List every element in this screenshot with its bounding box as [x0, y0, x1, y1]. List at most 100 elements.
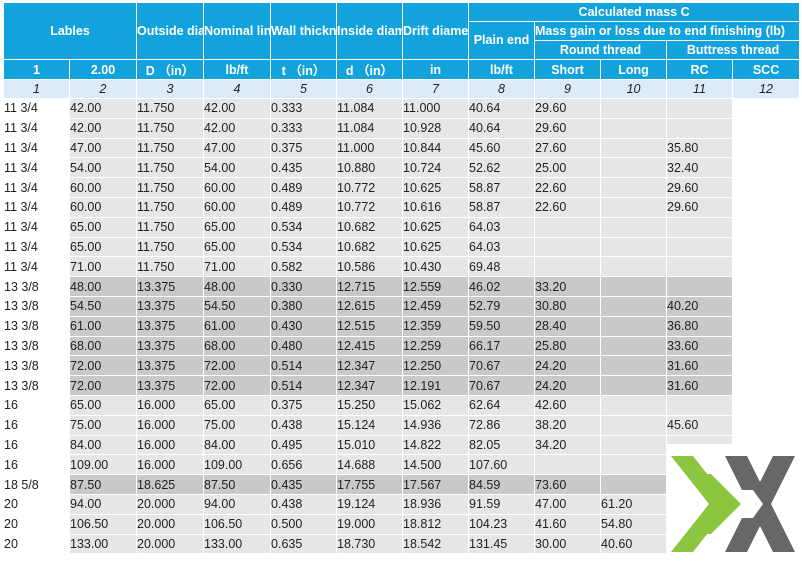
- table-cell: [600, 256, 668, 278]
- table-cell: 24.20: [534, 375, 602, 396]
- table-cell: 20: [3, 533, 70, 555]
- table-cell: 60.00: [203, 196, 272, 218]
- table-cell: [600, 276, 668, 297]
- table-cell: 20: [3, 513, 70, 535]
- table-cell: 16: [3, 454, 70, 476]
- table-cell: [732, 216, 801, 238]
- table-cell: 12.250: [402, 355, 470, 377]
- units-row: 1 2.00 D （in） lb/ft t （in） d （in） in lb/…: [3, 59, 801, 80]
- table-cell: 0.333: [270, 98, 338, 119]
- header-round-thread: Round thread: [534, 40, 668, 60]
- table-cell: 16.000: [136, 394, 205, 416]
- table-cell: [666, 256, 734, 278]
- table-cell: 20: [3, 493, 70, 515]
- header-buttress-thread: Buttress thread: [666, 40, 801, 60]
- table-cell: [666, 276, 734, 297]
- table-cell: 0.489: [270, 177, 338, 198]
- unit-cell: Short: [534, 59, 602, 80]
- table-cell: 68.00: [68, 335, 138, 357]
- table-cell: [534, 256, 602, 278]
- column-number: 3: [136, 79, 205, 99]
- column-number: 2: [68, 79, 138, 99]
- table-cell: [600, 394, 668, 416]
- table-cell: 11 3/4: [3, 256, 70, 278]
- table-cell: 75.00: [68, 414, 138, 436]
- table-cell: [732, 315, 801, 337]
- table-cell: 0.435: [270, 474, 338, 495]
- table-cell: [732, 355, 801, 377]
- table-cell: 13.375: [136, 355, 205, 377]
- table-cell: 25.80: [534, 335, 602, 357]
- table-cell: 13 3/8: [3, 375, 70, 396]
- table-cell: 13.375: [136, 335, 205, 357]
- table-cell: [732, 295, 801, 317]
- table-cell: 82.05: [468, 434, 536, 456]
- table-cell: 11 3/4: [3, 137, 70, 159]
- unit-cell: d （in）: [336, 59, 404, 80]
- table-row: 13 3/8 72.00 13.375 72.00 0.514 12.347 12.250 7…: [3, 355, 801, 377]
- table-cell: 11 3/4: [3, 196, 70, 218]
- table-cell: 0.656: [270, 454, 338, 476]
- table-cell: 40.64: [468, 117, 536, 139]
- table-cell: 16.000: [136, 414, 205, 436]
- table-cell: 13 3/8: [3, 335, 70, 357]
- table-cell: 18.812: [402, 513, 470, 535]
- table-cell: [600, 454, 668, 476]
- table-cell: 0.489: [270, 196, 338, 218]
- table-cell: 18.730: [336, 533, 404, 555]
- column-number-row: 1 2 3 4 5 6 7 8 9 10 11 12: [3, 79, 801, 99]
- unit-cell: RC: [666, 59, 734, 80]
- table-cell: 64.03: [468, 236, 536, 258]
- column-number: 10: [600, 79, 668, 99]
- table-cell: 42.00: [203, 117, 272, 139]
- table-cell: 54.50: [203, 295, 272, 317]
- table-cell: 12.347: [336, 375, 404, 396]
- table-cell: 40.20: [666, 295, 734, 317]
- table-cell: 10.682: [336, 216, 404, 238]
- table-cell: [732, 117, 801, 139]
- table-cell: [600, 236, 668, 258]
- table-row: 11 3/4 60.00 11.750 60.00 0.489 10.772 10.616 5…: [3, 196, 801, 218]
- unit-cell: t （in）: [270, 59, 338, 80]
- column-number: 7: [402, 79, 470, 99]
- table-cell: 52.62: [468, 157, 536, 179]
- unit-cell: in: [402, 59, 470, 80]
- table-cell: 11 3/4: [3, 177, 70, 198]
- table-cell: 65.00: [203, 216, 272, 238]
- table-cell: [534, 216, 602, 238]
- table-cell: 11 3/4: [3, 98, 70, 119]
- table-cell: [732, 236, 801, 258]
- table-cell: 73.60: [534, 474, 602, 495]
- table-cell: 14.822: [402, 434, 470, 456]
- table-cell: 30.00: [534, 533, 602, 555]
- table-cell: 87.50: [68, 474, 138, 495]
- table-cell: 18.542: [402, 533, 470, 555]
- logo-green-chevron: [671, 456, 731, 552]
- table-cell: 10.880: [336, 157, 404, 179]
- table-cell: 45.60: [666, 414, 734, 436]
- table-cell: 48.00: [203, 276, 272, 297]
- table-cell: 52.79: [468, 295, 536, 317]
- table-cell: 18.625: [136, 474, 205, 495]
- table-cell: 131.45: [468, 533, 536, 555]
- table-cell: 18 5/8: [3, 474, 70, 495]
- table-cell: 60.00: [68, 196, 138, 218]
- header-mass-gain: Mass gain or loss due to end finishing (…: [534, 21, 801, 41]
- column-number: 9: [534, 79, 602, 99]
- table-cell: [732, 375, 801, 396]
- header-inside-diameter: Inside diameter: [336, 2, 404, 60]
- table-cell: 13.375: [136, 315, 205, 337]
- table-cell: 0.438: [270, 493, 338, 515]
- table-cell: 25.00: [534, 157, 602, 179]
- table-row: 11 3/4 60.00 11.750 60.00 0.489 10.772 10.625 5…: [3, 177, 801, 198]
- table-cell: 133.00: [203, 533, 272, 555]
- table-cell: 40.60: [600, 533, 668, 555]
- table-cell: [600, 98, 668, 119]
- table-row: 11 3/4 42.00 11.750 42.00 0.333 11.084 10.928 4…: [3, 117, 801, 139]
- table-cell: 16.000: [136, 434, 205, 456]
- table-cell: 61.00: [68, 315, 138, 337]
- column-number: 6: [336, 79, 404, 99]
- table-cell: 87.50: [203, 474, 272, 495]
- table-cell: 16.000: [136, 454, 205, 476]
- unit-cell: 2.00: [68, 59, 138, 80]
